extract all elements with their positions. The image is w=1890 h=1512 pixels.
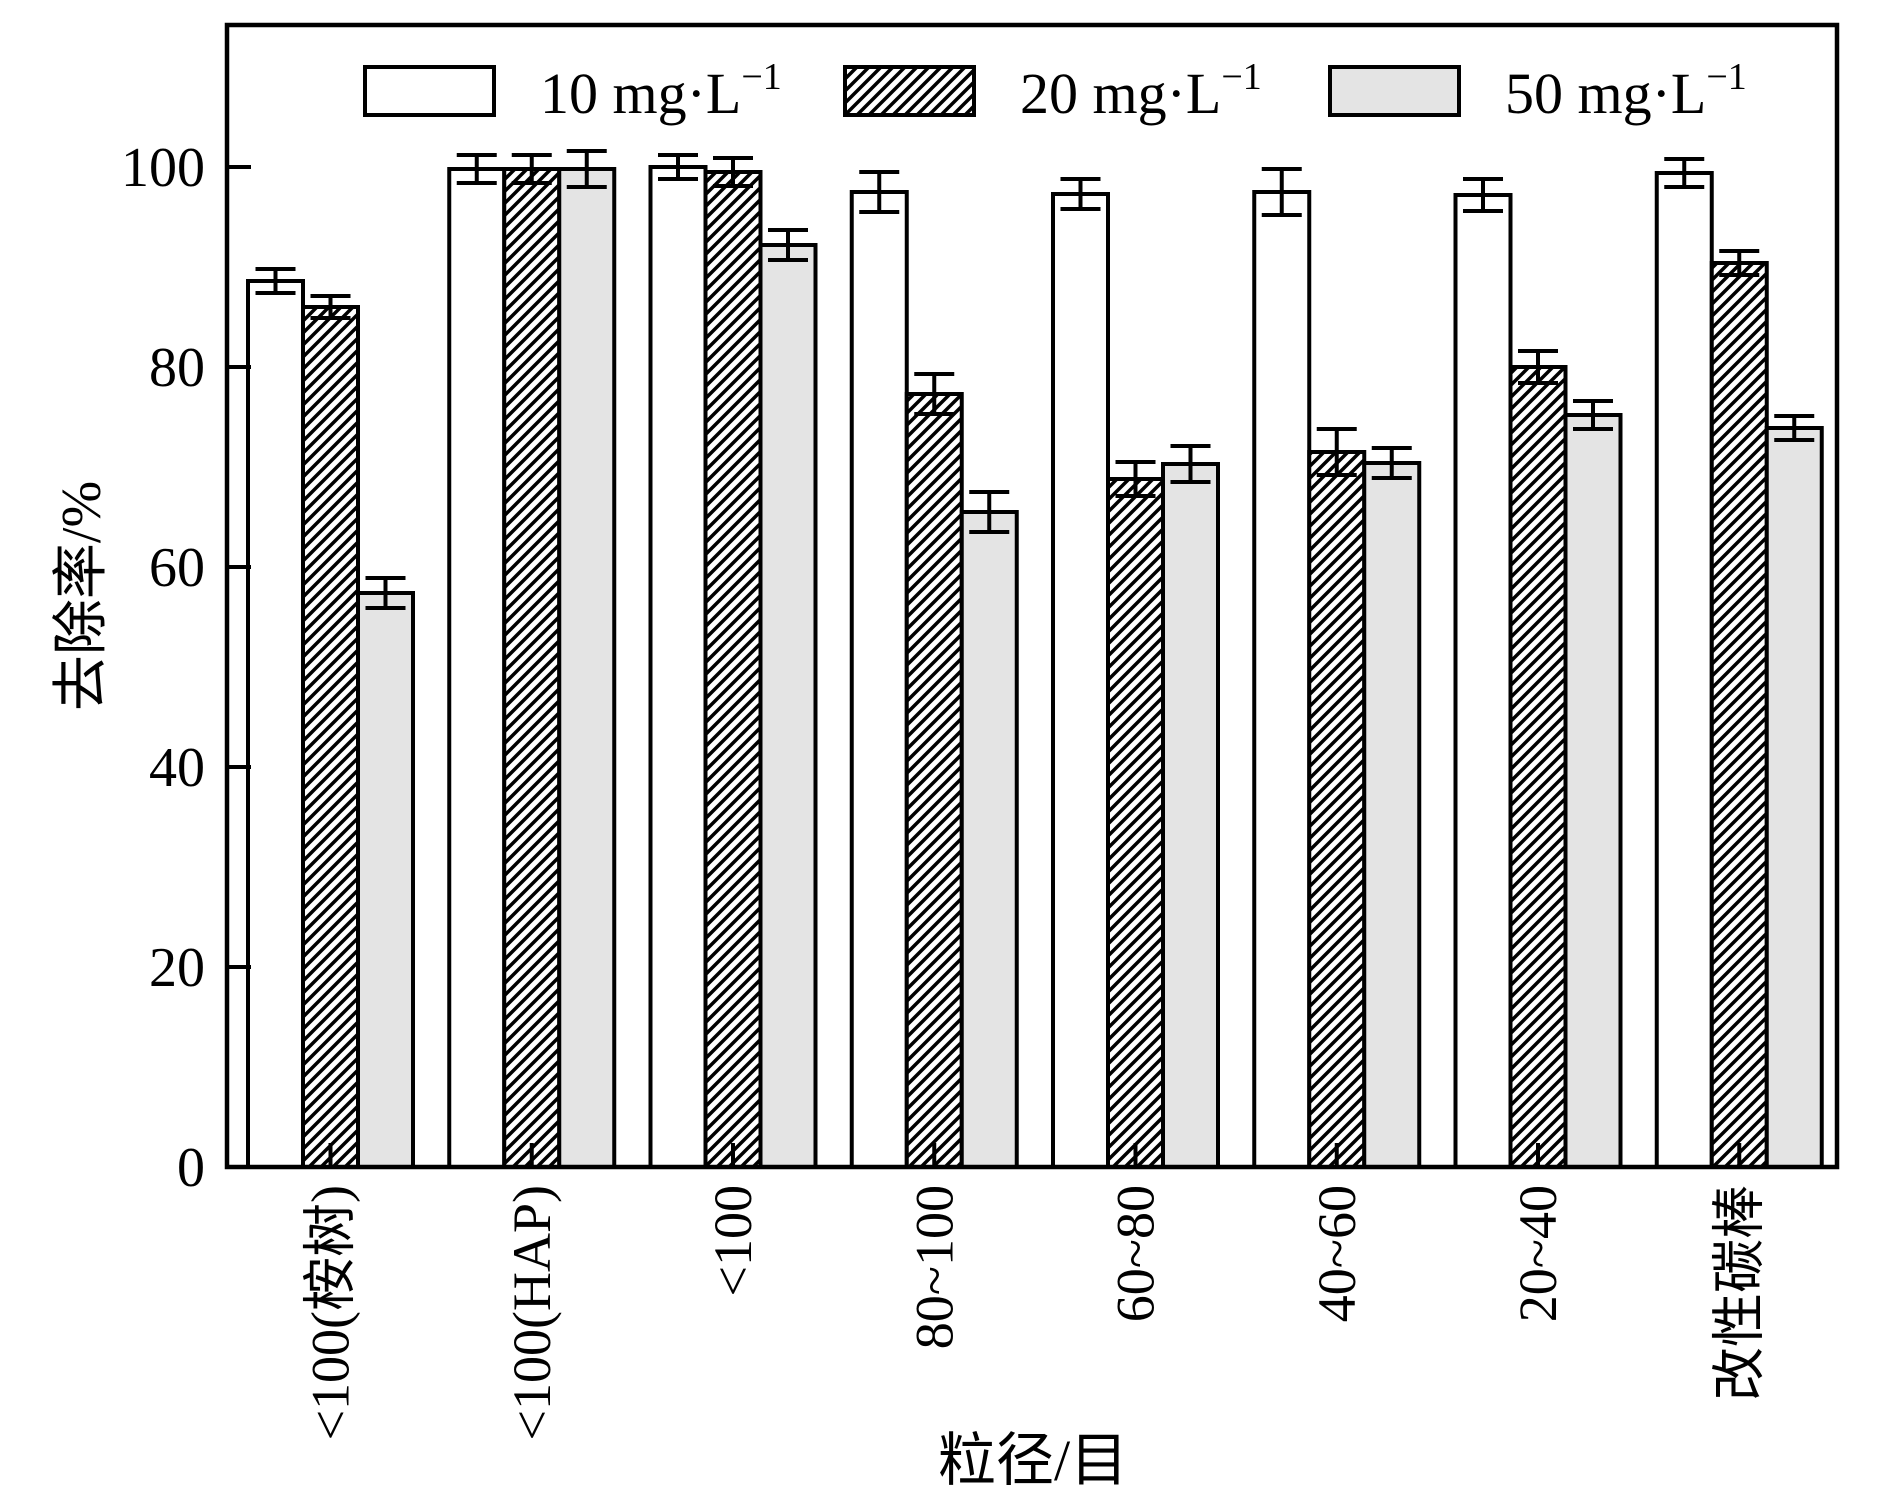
- error-bar: [1115, 460, 1156, 498]
- error-bar: [511, 153, 552, 185]
- bar-10 mg·L⁻¹-60~80: [1051, 192, 1110, 1169]
- bar-10 mg·L⁻¹-40~60: [1252, 190, 1312, 1169]
- axes-layer: 0 20 40 60 80 100 <100(桉树) <100(HAP) <100 80~100 6…: [121, 22, 1840, 1440]
- legend-swatch-20 mg·L⁻¹: [843, 65, 976, 117]
- bar-10 mg·L⁻¹-80~100: [849, 190, 909, 1169]
- error-bar: [713, 156, 753, 188]
- legend-swatch-10 mg·L⁻¹: [363, 65, 496, 117]
- error-bar: [1573, 399, 1613, 431]
- bar-20 mg·L⁻¹-<100(HAP): [502, 167, 562, 1169]
- bar-20 mg·L⁻¹-40~60: [1307, 450, 1367, 1169]
- x-category-label: <100: [703, 1185, 763, 1296]
- x-category-label: 20~40: [1508, 1185, 1568, 1322]
- plot-frame: [224, 22, 1840, 1170]
- error-bar: [310, 294, 351, 320]
- bar-10 mg·L⁻¹-<100: [648, 165, 708, 1169]
- error-bars-layer: [255, 149, 1815, 610]
- bar-20 mg·L⁻¹-<100(桉树): [301, 305, 360, 1169]
- error-bar: [1060, 177, 1101, 211]
- error-bar: [255, 267, 296, 295]
- error-bar: [1774, 414, 1815, 442]
- bar-50 mg·L⁻¹-60~80: [1161, 462, 1220, 1169]
- x-category-label: 改性碳棒: [1709, 1185, 1769, 1401]
- bar-20 mg·L⁻¹-<100: [703, 170, 763, 1169]
- bar-10 mg·L⁻¹-改性碳棒: [1654, 171, 1714, 1169]
- bar-50 mg·L⁻¹-<100: [758, 243, 818, 1169]
- error-bar: [969, 490, 1010, 534]
- bar-20 mg·L⁻¹-60~80: [1106, 477, 1165, 1169]
- bar-50 mg·L⁻¹-80~100: [959, 510, 1019, 1169]
- error-bar: [859, 170, 900, 214]
- error-bar: [1518, 349, 1558, 385]
- x-axis-title: 粒径/目: [938, 1428, 1128, 1493]
- bar-10 mg·L⁻¹-<100(桉树): [246, 279, 305, 1169]
- error-bar: [1170, 444, 1211, 484]
- bar-20 mg·L⁻¹-改性碳棒: [1709, 261, 1769, 1169]
- bar-10 mg·L⁻¹-20~40: [1453, 193, 1513, 1169]
- x-category-label: <100(HAP): [502, 1185, 562, 1440]
- error-bar: [658, 153, 698, 181]
- error-bar: [1371, 446, 1412, 480]
- error-bar: [1719, 249, 1760, 277]
- legend-label: 50 mg·L−1: [1505, 56, 1747, 126]
- error-bar: [914, 372, 955, 416]
- error-bar: [1261, 167, 1302, 217]
- x-category-label: 80~100: [904, 1185, 964, 1349]
- error-bar: [365, 576, 406, 610]
- y-tick-label: 0: [177, 1137, 205, 1199]
- bar-50 mg·L⁻¹-改性碳棒: [1764, 426, 1824, 1169]
- error-bar: [1316, 427, 1357, 477]
- bar-50 mg·L⁻¹-<100(HAP): [557, 167, 617, 1169]
- x-category-label: 60~80: [1106, 1185, 1166, 1322]
- y-tick-label: 40: [149, 737, 205, 799]
- y-axis-title: 去除率/%: [51, 481, 113, 711]
- bar-50 mg·L⁻¹-40~60: [1362, 461, 1422, 1169]
- y-tick-label: 60: [149, 537, 205, 599]
- y-tick-label: 20: [149, 937, 205, 999]
- bars-layer: [246, 165, 1824, 1169]
- legend: 10 mg·L−1 20 mg·L−1 50 mg·L−1: [363, 56, 1747, 126]
- bar-50 mg·L⁻¹-20~40: [1563, 413, 1623, 1169]
- bar-20 mg·L⁻¹-20~40: [1508, 365, 1568, 1169]
- legend-swatch-50 mg·L⁻¹: [1328, 65, 1461, 117]
- bar-10 mg·L⁻¹-<100(HAP): [447, 167, 507, 1169]
- x-category-label: <100(桉树): [301, 1185, 361, 1440]
- error-bar: [566, 149, 607, 189]
- y-tick-label: 100: [121, 137, 205, 199]
- error-bar: [456, 153, 497, 185]
- x-category-label: 40~60: [1307, 1185, 1367, 1322]
- bar-20 mg·L⁻¹-80~100: [904, 392, 964, 1169]
- error-bar: [768, 228, 808, 262]
- y-tick-label: 80: [149, 337, 205, 399]
- legend-label: 20 mg·L−1: [1020, 56, 1262, 126]
- legend-label: 10 mg·L−1: [540, 56, 782, 126]
- error-bar: [1664, 157, 1705, 189]
- bar-50 mg·L⁻¹-<100(桉树): [356, 591, 415, 1169]
- error-bar: [1463, 177, 1503, 213]
